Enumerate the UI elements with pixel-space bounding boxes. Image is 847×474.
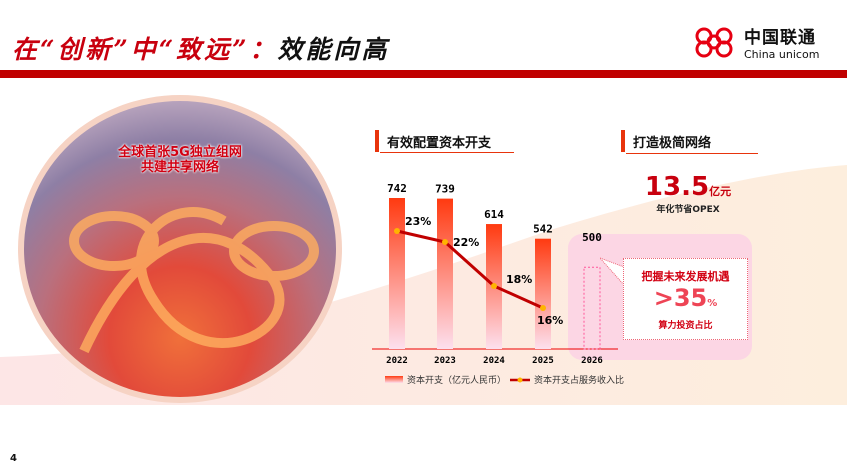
network-section-header: 打造极简网络 bbox=[621, 130, 711, 152]
bar-value-label: 614 bbox=[484, 208, 504, 221]
logo-cn: 中国联通 bbox=[744, 28, 816, 48]
bar-value-label: 542 bbox=[533, 223, 553, 236]
ratio-point bbox=[491, 283, 497, 289]
section-marker bbox=[621, 130, 625, 152]
x-tick-label: 2024 bbox=[483, 356, 505, 366]
highway-loops bbox=[69, 207, 319, 354]
unicom-knot-icon bbox=[695, 27, 733, 58]
ratio-point bbox=[540, 305, 546, 311]
network-photo: 全球首张5G独立组网 共建共享网络 bbox=[18, 95, 342, 403]
callout-title: 把握未来发展机遇 bbox=[641, 270, 730, 283]
bar-value-label: 500 bbox=[582, 231, 602, 244]
logo-en: China unicom bbox=[744, 48, 820, 61]
title-black: 效能向高 bbox=[277, 35, 390, 64]
x-tick-label: 2026 bbox=[581, 356, 603, 366]
section-marker bbox=[375, 130, 379, 152]
image-caption-2: 共建共享网络 bbox=[140, 160, 219, 175]
legend-bar-swatch bbox=[385, 376, 403, 383]
section-title: 有效配置资本开支 bbox=[387, 135, 492, 151]
opex-label: 年化节省OPEX bbox=[656, 205, 720, 215]
chart-legend: 资本开支（亿元人民币） 资本开支占服务收入比 bbox=[385, 373, 624, 386]
page-title: 在“创新”中“致远”：效能向高 bbox=[12, 30, 390, 66]
ratio-label: 18% bbox=[506, 273, 532, 286]
bar bbox=[535, 238, 551, 349]
bar bbox=[389, 198, 405, 349]
ratio-point bbox=[442, 239, 448, 245]
ratio-label: 16% bbox=[537, 314, 563, 327]
legend-line-swatch bbox=[510, 377, 531, 382]
section-underline bbox=[626, 153, 758, 154]
image-caption-1: 全球首张5G独立组网 bbox=[118, 145, 242, 160]
callout-value: >35 bbox=[653, 284, 708, 312]
callout-label: 算力投资占比 bbox=[658, 321, 713, 331]
callout-box: 把握未来发展机遇 >35% 算力投资占比 bbox=[623, 258, 748, 340]
ratio-line bbox=[396, 229, 544, 310]
capex-section-header: 有效配置资本开支 bbox=[375, 130, 491, 152]
callout-unit: % bbox=[707, 298, 718, 309]
opex-stat: 13.5亿元年化节省OPEX bbox=[618, 172, 758, 215]
bar-value-label: 739 bbox=[435, 183, 455, 196]
section-underline bbox=[380, 152, 514, 153]
x-tick-label: 2023 bbox=[434, 356, 456, 366]
ratio-label: 23% bbox=[405, 215, 431, 228]
bar-value-label: 742 bbox=[387, 182, 407, 195]
legend-bar-label: 资本开支（亿元人民币） bbox=[407, 376, 507, 386]
opex-value: 13.5 bbox=[644, 172, 710, 202]
x-tick-label: 2025 bbox=[532, 356, 554, 366]
china-unicom-logo: 中国联通 China unicom bbox=[690, 22, 819, 62]
title-red: 在“创新”中“致远”： bbox=[12, 35, 278, 64]
bar bbox=[437, 198, 453, 349]
bar-projected bbox=[583, 266, 601, 350]
ratio-label: 22% bbox=[453, 236, 479, 249]
legend-line-label: 资本开支占服务收入比 bbox=[534, 376, 625, 386]
opex-unit: 亿元 bbox=[709, 185, 732, 198]
ratio-point bbox=[394, 228, 400, 234]
section-title: 打造极简网络 bbox=[633, 135, 712, 151]
header-divider bbox=[0, 70, 847, 78]
page-number: 4 bbox=[10, 453, 17, 464]
x-tick-label: 2022 bbox=[386, 356, 408, 366]
